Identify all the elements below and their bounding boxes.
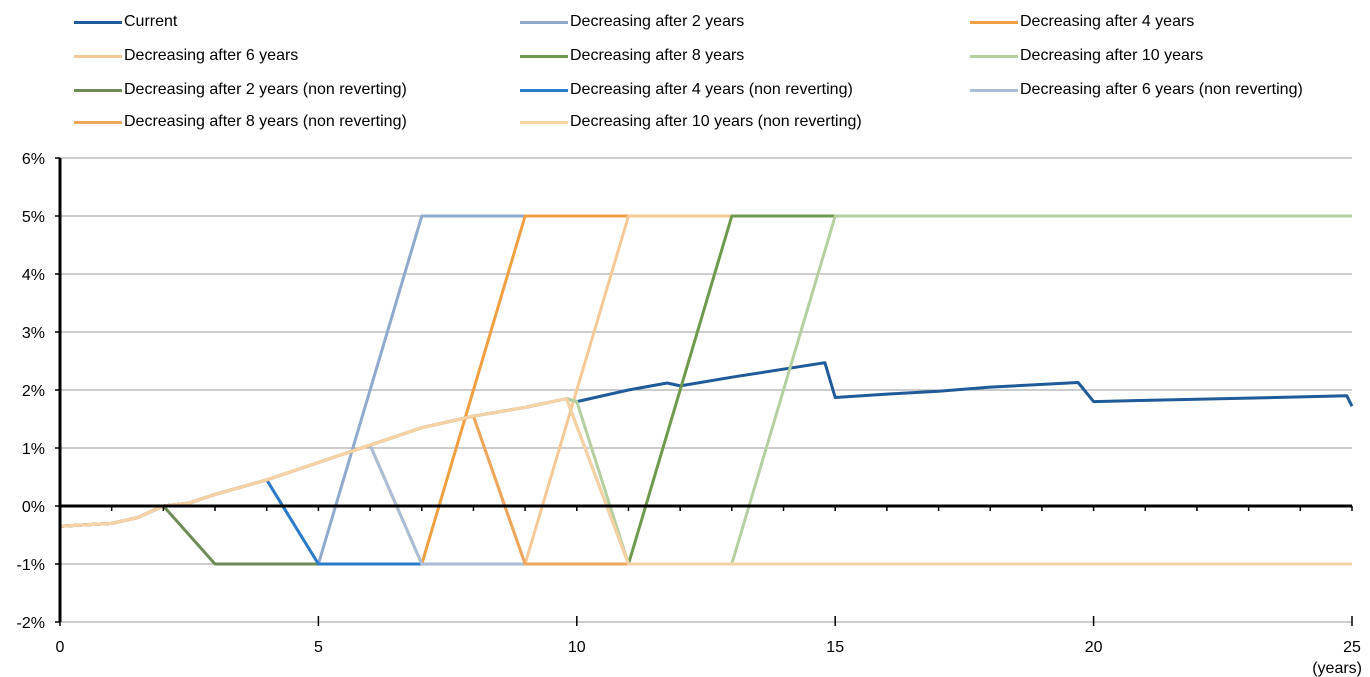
series-line-9 <box>59 414 1352 566</box>
legend-swatch-decreasing-10y-nr <box>520 120 568 124</box>
legend-swatch-decreasing-10y <box>970 54 1018 58</box>
legend-label-current: Current <box>124 13 178 30</box>
y-tick-label: -1% <box>17 557 45 574</box>
y-tick-label: -2% <box>17 615 45 632</box>
y-tick-label: 0% <box>22 499 45 516</box>
x-tick-label: 0 <box>56 639 65 656</box>
legend-label-decreasing-8y: Decreasing after 8 years <box>570 47 745 64</box>
legend-swatch-decreasing-2y <box>520 20 568 24</box>
legend-swatch-decreasing-4y <box>970 20 1018 24</box>
series-lines <box>59 214 1354 566</box>
series-line-0 <box>59 361 1354 528</box>
series-line-10 <box>59 397 1352 566</box>
legend-item-decreasing-4y-nr: Decreasing after 4 years (non reverting) <box>520 79 853 101</box>
chart-legend: Current Decreasing after 2 years Decreas… <box>0 0 1370 140</box>
y-tick-label: 3% <box>22 325 45 342</box>
legend-item-decreasing-2y: Decreasing after 2 years <box>520 11 744 33</box>
y-tick-label: 6% <box>22 151 45 168</box>
y-tick-label: 4% <box>22 267 45 284</box>
legend-label-decreasing-2y: Decreasing after 2 years <box>570 13 745 30</box>
legend-item-decreasing-10y: Decreasing after 10 years <box>970 45 1203 67</box>
axes <box>55 157 1353 626</box>
legend-swatch-decreasing-8y <box>520 54 568 58</box>
legend-item-decreasing-10y-nr: Decreasing after 10 years (non reverting… <box>520 111 862 133</box>
legend-swatch-decreasing-4y-nr <box>520 88 568 92</box>
legend-swatch-decreasing-8y-nr <box>74 120 122 124</box>
legend-item-decreasing-8y: Decreasing after 8 years <box>520 45 744 67</box>
legend-item-current: Current <box>74 11 177 33</box>
legend-item-decreasing-6y-nr: Decreasing after 6 years (non reverting) <box>970 79 1303 101</box>
x-tick-label: 15 <box>826 639 844 656</box>
legend-label-decreasing-6y-nr: Decreasing after 6 years (non reverting) <box>1020 81 1303 98</box>
legend-swatch-decreasing-6y-nr <box>970 88 1018 92</box>
legend-label-decreasing-4y: Decreasing after 4 years <box>1020 13 1195 30</box>
legend-label-decreasing-6y: Decreasing after 6 years <box>124 47 299 64</box>
legend-label-decreasing-10y-nr: Decreasing after 10 years (non reverting… <box>570 113 862 130</box>
legend-swatch-decreasing-6y <box>74 54 122 58</box>
x-tick-label: 10 <box>568 639 586 656</box>
legend-label-decreasing-4y-nr: Decreasing after 4 years (non reverting) <box>570 81 853 98</box>
tick-labels: -2% -1% 0% 1% 2% 3% 4% 5% 6% 0 5 10 15 20 25 (years) <box>17 151 1362 677</box>
y-tick-label: 2% <box>22 383 45 400</box>
legend-item-decreasing-6y: Decreasing after 6 years <box>74 45 298 67</box>
x-tick-label: 25 <box>1343 639 1361 656</box>
legend-item-decreasing-4y: Decreasing after 4 years <box>970 11 1194 33</box>
legend-label-decreasing-10y: Decreasing after 10 years <box>1020 47 1204 64</box>
legend-label-decreasing-2y-nr: Decreasing after 2 years (non reverting) <box>124 81 407 98</box>
legend-swatch-current <box>74 20 122 24</box>
x-tick-label: 20 <box>1085 639 1103 656</box>
gridlines <box>60 157 1352 623</box>
legend-label-decreasing-8y-nr: Decreasing after 8 years (non reverting) <box>124 113 407 130</box>
y-tick-label: 1% <box>22 441 45 458</box>
series-line-7 <box>59 478 1352 566</box>
legend-item-decreasing-2y-nr: Decreasing after 2 years (non reverting) <box>74 79 407 101</box>
y-tick-label: 5% <box>22 209 45 226</box>
legend-item-decreasing-8y-nr: Decreasing after 8 years (non reverting) <box>74 111 407 133</box>
series-line-6 <box>59 504 1352 566</box>
x-tick-label: 5 <box>314 639 323 656</box>
legend-swatch-decreasing-2y-nr <box>74 88 122 92</box>
x-unit-label: (years) <box>1312 660 1362 677</box>
